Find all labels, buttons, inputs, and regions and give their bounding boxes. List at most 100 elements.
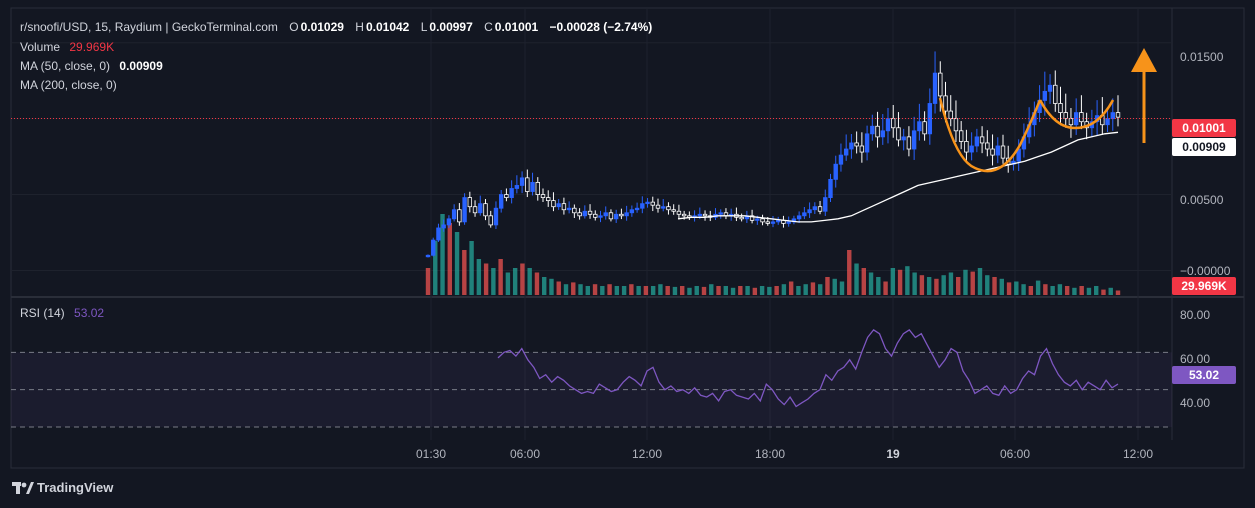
volume-bar <box>883 281 888 295</box>
legend-high-label: H <box>355 20 364 34</box>
candle-body <box>577 212 582 217</box>
legend-ma50-label[interactable]: MA (50, close, 0) <box>20 59 111 73</box>
volume-bar <box>709 284 714 295</box>
legend-rsi-value: 53.02 <box>74 306 105 320</box>
volume-bar <box>1101 289 1106 295</box>
volume-bar <box>694 286 699 295</box>
volume-bar <box>520 263 525 295</box>
volume-bar <box>1079 286 1084 295</box>
candle-body <box>985 142 990 150</box>
candle-body <box>864 133 870 153</box>
rsi-tick: 60.00 <box>1180 352 1211 366</box>
candle-body <box>655 204 661 209</box>
candle-body <box>603 212 608 217</box>
candle-body <box>833 163 838 180</box>
candle-body <box>911 130 917 150</box>
legend-volume-label[interactable]: Volume <box>20 40 61 54</box>
price-tick: 0.00500 <box>1180 193 1224 207</box>
volume-bar <box>868 272 874 295</box>
legend-ma200-label[interactable]: MA (200, close, 0) <box>20 78 117 92</box>
candle-body <box>823 197 828 212</box>
volume-bar <box>1064 286 1070 295</box>
volume-bar <box>454 232 460 295</box>
legend-symbol-row: r/snoofi/USD, 15, Raydium | GeckoTermina… <box>20 19 654 35</box>
volume-bar <box>934 278 939 295</box>
candle-body <box>1047 84 1053 92</box>
candle-body <box>619 213 624 217</box>
volume-bar <box>687 287 692 295</box>
legend-low-label: L <box>420 20 428 34</box>
volume-bar <box>571 282 576 295</box>
legend-symbol[interactable]: r/snoofi/USD, 15, Raydium | GeckoTermina… <box>20 20 278 34</box>
legend-volume-value: 29.969K <box>69 40 115 54</box>
volume-bar <box>658 284 663 295</box>
candle-body <box>885 118 891 132</box>
candle-body <box>488 215 493 226</box>
volume-bar <box>527 268 532 295</box>
volume-bar <box>1021 284 1026 295</box>
volume-bar <box>701 286 707 295</box>
volume-bar <box>803 284 808 295</box>
candle-body <box>478 203 483 214</box>
volume-bar <box>1057 284 1063 295</box>
volume-bar <box>926 277 932 295</box>
legend-rsi-label[interactable]: RSI (14) <box>20 306 65 320</box>
candle-body <box>901 136 906 141</box>
candle-body <box>676 210 682 215</box>
price-tick: 0.01500 <box>1180 50 1224 64</box>
candle-body <box>859 145 865 153</box>
volume-bar <box>745 286 750 295</box>
candle-body <box>770 221 776 224</box>
volume-bar <box>1028 286 1034 295</box>
candle-body <box>796 215 802 220</box>
candle-body <box>624 212 629 217</box>
candle-body <box>493 207 499 226</box>
candle-body <box>849 142 854 150</box>
candle-body <box>504 194 509 198</box>
cup-pattern-curve <box>938 97 1042 173</box>
candle-body <box>498 194 504 209</box>
candle-body <box>697 213 703 217</box>
candle-body <box>969 145 974 153</box>
volume-bar <box>1050 286 1055 295</box>
volume-bar <box>985 275 990 295</box>
volume-bar <box>752 287 758 295</box>
volume-bar <box>1014 281 1019 295</box>
volume-badge: 29.969K <box>1172 277 1236 295</box>
candle-body <box>870 125 875 135</box>
volume-bar <box>796 286 801 295</box>
candle-body <box>718 212 723 215</box>
volume-bar <box>948 272 954 295</box>
candle-body <box>483 203 488 217</box>
volume-bar <box>861 268 866 295</box>
volume-bar <box>1035 280 1041 295</box>
candle-body <box>958 130 964 142</box>
candle-body <box>1068 118 1074 126</box>
candle-body <box>817 206 823 212</box>
volume-bar <box>498 259 503 295</box>
volume-bar <box>854 263 859 295</box>
tradingview-logo[interactable]: TradingView <box>12 480 113 495</box>
volume-bar <box>759 286 765 295</box>
volume-bars <box>425 214 1121 295</box>
volume-bar <box>665 286 670 295</box>
candle-body <box>436 227 441 241</box>
candle-body <box>760 218 765 223</box>
legend-open-value: 0.01029 <box>300 20 344 34</box>
volume-bar <box>1043 284 1048 295</box>
candle-body <box>666 206 671 211</box>
volume-bar <box>963 269 968 295</box>
ma-line <box>677 131 1119 223</box>
volume-bar <box>549 278 554 295</box>
candle-body <box>613 213 619 220</box>
volume-bar <box>839 281 845 295</box>
legend-low-value: 0.00997 <box>429 20 473 34</box>
candle-body <box>807 209 812 214</box>
candle-body <box>786 221 791 224</box>
candle-body <box>661 206 666 209</box>
volume-bar <box>680 286 685 295</box>
volume-bar <box>890 268 896 295</box>
volume-bar <box>738 286 743 295</box>
candle-body <box>1053 84 1058 104</box>
